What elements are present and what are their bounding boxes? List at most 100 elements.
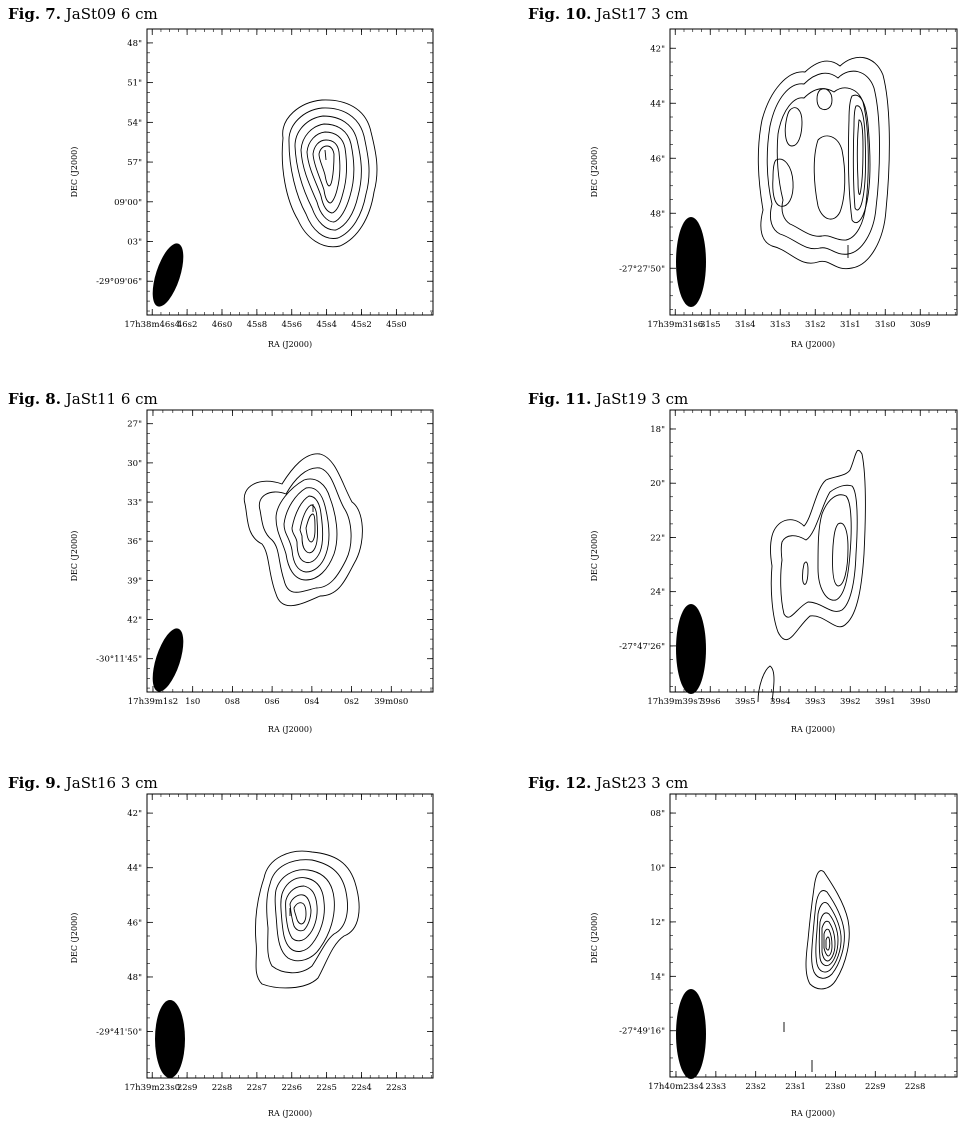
y-tick-label: 42"	[127, 809, 142, 819]
x-tick-label: 22s3	[386, 1083, 407, 1093]
x-axis-label: RA (J2000)	[791, 725, 835, 734]
x-tick-label: 0s4	[304, 697, 319, 707]
y-tick-label: 46"	[127, 918, 142, 928]
contours	[281, 99, 378, 248]
y-tick-label: 48"	[127, 39, 142, 49]
y-axis: 27" 30" 33" 36" 39" 42" -30°11'45"	[96, 420, 433, 689]
x-tick-label: 22s7	[247, 1083, 268, 1093]
y-tick-label: 42"	[650, 44, 665, 54]
x-tick-label: 31s0	[875, 320, 896, 330]
y-axis: 18" 20" 22" 24" -27°47'26"	[619, 425, 957, 687]
x-tick-label: 31s2	[805, 320, 826, 330]
x-tick-label: 39s4	[770, 697, 791, 707]
contours	[255, 850, 360, 989]
x-tick-label: 22s4	[351, 1083, 372, 1093]
contours	[243, 453, 363, 606]
y-tick-label: -27°47'26"	[619, 642, 665, 652]
y-axis-label: DEC (J2000)	[70, 531, 79, 582]
x-tick-label: 39s5	[735, 697, 756, 707]
figure-12: Fig. 12. JaSt23 3 cm 17h40m23s4 23s3 23s2 2…	[500, 768, 966, 1131]
y-tick-label: 20"	[650, 479, 665, 489]
x-tick-label: 45s8	[247, 320, 268, 330]
y-tick-label: 22"	[650, 533, 665, 543]
x-tick-label: 39s0	[910, 697, 931, 707]
figure-7: Fig. 7. JaSt09 6 cm 17h38m46s4 46s2 46s0 45…	[0, 0, 470, 370]
y-tick-label: 18"	[650, 425, 665, 435]
x-axis-label: RA (J2000)	[268, 725, 312, 734]
figure-caption: Fig. 12. JaSt23 3 cm	[528, 776, 688, 791]
x-tick-label: 30s9	[910, 320, 931, 330]
beam-ellipse	[155, 1000, 185, 1078]
y-tick-label: 03"	[127, 238, 142, 248]
y-tick-label: 48"	[127, 973, 142, 983]
x-tick-label: 22s8	[905, 1082, 926, 1092]
figure-title: JaSt09 6 cm	[65, 5, 158, 23]
y-tick-label: 42"	[127, 616, 142, 626]
x-tick-label: 23s3	[706, 1082, 727, 1092]
x-tick-label: 17h39m1s2	[128, 697, 178, 707]
figure-caption: Fig. 8. JaSt11 6 cm	[8, 392, 158, 407]
contour-map: 17h40m23s4 23s3 23s2 23s1 23s0 22s9 22s8 08" 10…	[590, 793, 958, 1118]
figure-8: Fig. 8. JaSt11 6 cm 17h39m1s2 1s0 0s8 0s6 0s…	[0, 384, 470, 754]
x-tick-label: 23s1	[785, 1082, 806, 1092]
figure-number: Fig. 7.	[8, 5, 61, 23]
y-tick-label: 14"	[650, 972, 665, 982]
beam-ellipse	[152, 628, 184, 692]
contours	[757, 449, 866, 703]
y-axis: 42" 44" 46" 48" -29°41'50"	[96, 809, 433, 1073]
figure-title: JaSt16 3 cm	[65, 774, 158, 792]
figure-number: Fig. 11.	[528, 390, 592, 408]
y-axis-label: DEC (J2000)	[70, 913, 79, 964]
figure-title: JaSt19 3 cm	[596, 390, 689, 408]
y-tick-label: 46"	[650, 154, 665, 164]
figure-caption: Fig. 11. JaSt19 3 cm	[528, 392, 688, 407]
y-tick-label: 44"	[650, 99, 665, 109]
y-tick-label: 36"	[127, 537, 142, 547]
x-tick-label: 23s0	[825, 1082, 846, 1092]
y-tick-label: -29°41'50"	[96, 1028, 142, 1038]
y-tick-label: 51"	[127, 79, 142, 89]
x-tick-label: 22s5	[316, 1083, 337, 1093]
x-axis-label: RA (J2000)	[791, 340, 835, 349]
x-tick-label: 39s2	[840, 697, 861, 707]
x-axis-label: RA (J2000)	[268, 340, 312, 349]
beam-ellipse	[676, 989, 706, 1079]
y-axis-label: DEC (J2000)	[590, 147, 599, 198]
y-tick-label: 09'00"	[114, 198, 142, 208]
x-tick-label: 31s3	[770, 320, 791, 330]
y-tick-label: 48"	[650, 209, 665, 219]
x-tick-label: 46s0	[212, 320, 233, 330]
y-axis: 08" 10" 12" 14" -27°49'16"	[619, 809, 957, 1072]
x-tick-label: 46s2	[177, 320, 198, 330]
y-tick-label: 08"	[650, 809, 665, 819]
figure-11: Fig. 11. JaSt19 3 cm 17h39m39s7 39s6 39s5 3…	[500, 384, 966, 754]
y-tick-label: 24"	[650, 588, 665, 598]
contours	[757, 56, 890, 270]
figure-title: JaSt17 3 cm	[596, 5, 689, 23]
x-tick-label: 17h39m39s7	[647, 697, 703, 707]
x-tick-label: 17h38m46s4	[124, 320, 180, 330]
y-tick-label: -29°09'06"	[96, 277, 142, 287]
y-tick-label: 30"	[127, 459, 142, 469]
y-tick-label: -27°27'50"	[619, 264, 665, 274]
x-tick-label: 31s1	[840, 320, 861, 330]
x-tick-label: 39s6	[700, 697, 721, 707]
beam-ellipse	[676, 604, 706, 694]
x-tick-label: 23s2	[745, 1082, 766, 1092]
y-tick-label: 54"	[127, 118, 142, 128]
x-tick-label: 22s8	[212, 1083, 233, 1093]
figure-caption: Fig. 9. JaSt16 3 cm	[8, 776, 158, 791]
x-tick-label: 31s5	[700, 320, 721, 330]
x-tick-label: 17h40m23s4	[648, 1082, 704, 1092]
figure-9: Fig. 9. JaSt16 3 cm 17h39m23s0 22s9 22s8 22…	[0, 768, 470, 1131]
x-tick-label: 1s0	[185, 697, 200, 707]
x-tick-label: 39m0s0	[374, 697, 408, 707]
figure-10: Fig. 10. JaSt17 3 cm 17h39m31s6 31s5 31s4 3…	[500, 0, 966, 370]
